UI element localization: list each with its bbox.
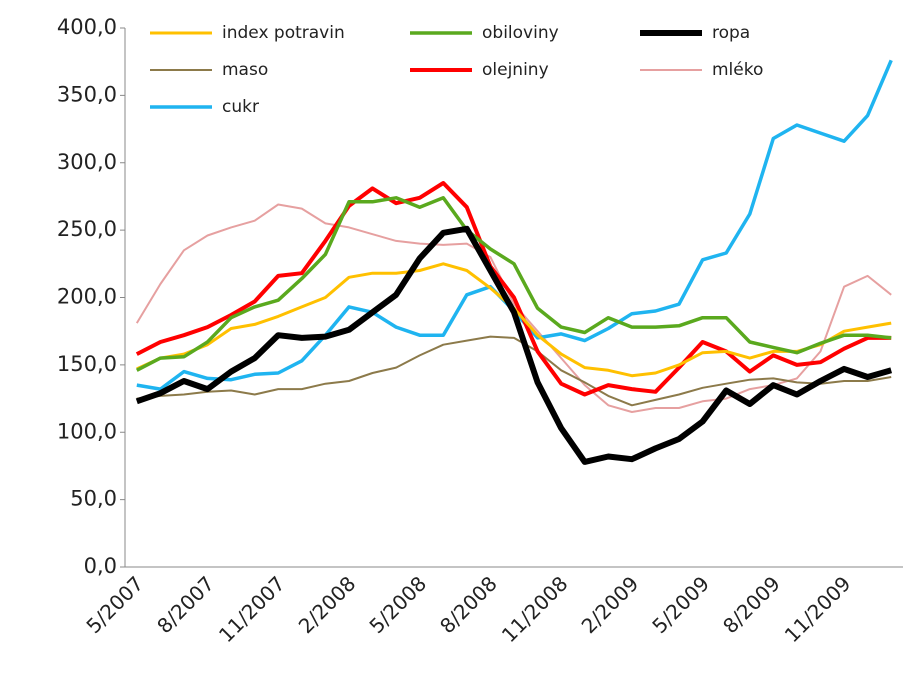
legend-label: obiloviny (482, 23, 559, 43)
y-tick-label: 350,0 (57, 82, 117, 106)
legend-label: ropa (712, 23, 750, 43)
y-tick-label: 150,0 (57, 352, 117, 376)
legend-label: index potravin (222, 23, 345, 43)
x-tick-label: 2/2008 (294, 571, 361, 638)
x-tick-label: 2/2009 (577, 571, 644, 638)
y-tick-label: 0,0 (84, 554, 117, 578)
y-tick-label: 400,0 (57, 15, 117, 39)
legend-label: olejniny (482, 60, 549, 80)
series-line (135, 225, 893, 465)
legend-label: cukr (222, 97, 259, 117)
legend-label: mléko (712, 60, 763, 80)
y-tick-label: 50,0 (70, 487, 117, 511)
x-tick-label: 8/2009 (718, 571, 785, 638)
y-tick-label: 300,0 (57, 150, 117, 174)
series-line (136, 335, 892, 407)
x-tick-label: 8/2007 (152, 571, 219, 638)
y-tick-label: 100,0 (57, 419, 117, 443)
x-tick-label: 11/2008 (497, 571, 573, 647)
x-tick-label: 11/2007 (214, 571, 290, 647)
x-tick-label: 5/2008 (364, 571, 431, 638)
x-tick-label: 11/2009 (780, 571, 856, 647)
x-tick-label: 5/2009 (647, 571, 714, 638)
y-tick-label: 200,0 (57, 285, 117, 309)
series-line (135, 181, 892, 397)
series-line (135, 196, 892, 372)
x-tick-label: 8/2008 (435, 571, 502, 638)
series-line (135, 203, 892, 413)
y-tick-label: 250,0 (57, 217, 117, 241)
x-tick-label: 5/2007 (81, 571, 148, 638)
legend-label: maso (222, 60, 268, 80)
